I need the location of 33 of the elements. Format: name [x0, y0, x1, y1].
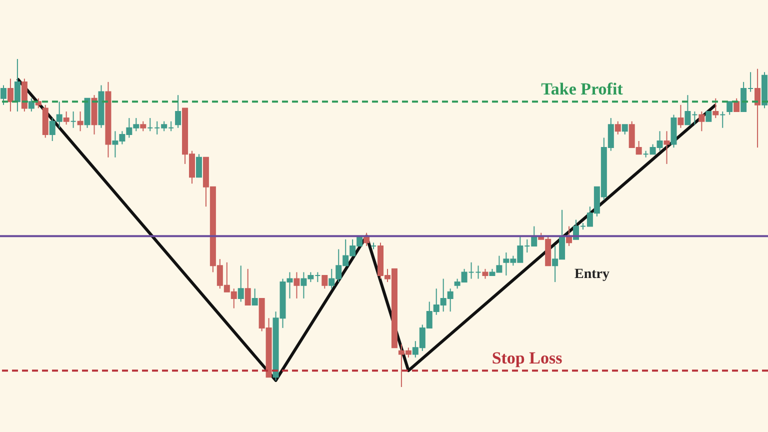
candlestick — [35, 98, 42, 109]
candlestick — [294, 272, 300, 299]
candlestick — [238, 265, 244, 302]
ref-line-label: Take Profit — [541, 80, 624, 99]
candlestick — [734, 98, 740, 112]
candlestick — [726, 101, 733, 116]
candlestick — [720, 110, 726, 128]
candlestick — [77, 110, 84, 132]
candlestick — [244, 268, 251, 306]
candlestick — [475, 265, 482, 280]
candlestick — [175, 94, 182, 128]
candlestick — [147, 118, 154, 132]
annotation: Entry — [574, 267, 610, 282]
candlestick — [196, 154, 202, 178]
ref-line-label: Stop Loss — [492, 348, 563, 368]
candlestick — [664, 130, 670, 164]
candlestick — [614, 120, 621, 135]
candlestick — [698, 110, 705, 132]
candlestick — [14, 58, 20, 112]
candlestick — [7, 78, 14, 112]
candlestick — [706, 110, 712, 122]
candlestick — [252, 288, 258, 306]
candlestick — [140, 120, 146, 132]
candlestick — [754, 68, 761, 148]
candlestick — [28, 98, 34, 112]
candlestick — [0, 84, 6, 106]
candlestick — [712, 98, 719, 119]
candlestick — [482, 268, 488, 280]
candlestick — [322, 274, 328, 290]
candlestick — [63, 110, 70, 126]
candlestick — [678, 104, 684, 128]
candlestick — [70, 110, 76, 128]
candlestick — [622, 124, 628, 135]
